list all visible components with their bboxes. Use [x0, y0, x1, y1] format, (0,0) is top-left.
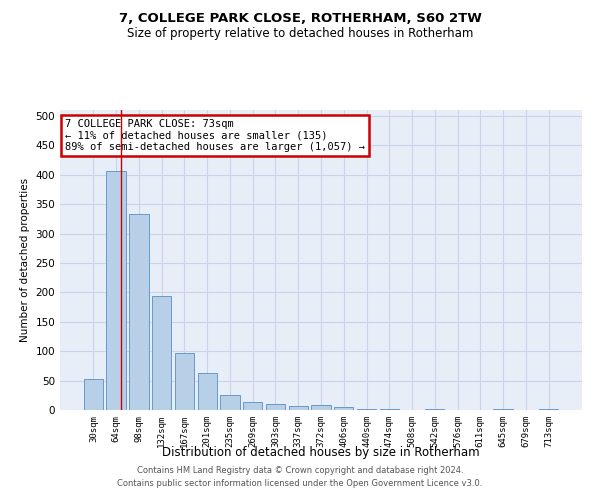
- Bar: [106, 170, 126, 410]
- Bar: [266, 404, 285, 410]
- Bar: [152, 296, 172, 410]
- Bar: [334, 407, 353, 410]
- Bar: [493, 409, 513, 410]
- Y-axis label: Number of detached properties: Number of detached properties: [20, 178, 30, 342]
- Bar: [357, 409, 376, 410]
- Bar: [197, 373, 217, 410]
- Bar: [84, 380, 103, 410]
- Text: 7, COLLEGE PARK CLOSE, ROTHERHAM, S60 2TW: 7, COLLEGE PARK CLOSE, ROTHERHAM, S60 2T…: [119, 12, 481, 26]
- Text: Size of property relative to detached houses in Rotherham: Size of property relative to detached ho…: [127, 28, 473, 40]
- Bar: [175, 353, 194, 410]
- Text: Distribution of detached houses by size in Rotherham: Distribution of detached houses by size …: [162, 446, 480, 459]
- Bar: [129, 214, 149, 410]
- Bar: [311, 406, 331, 410]
- Bar: [243, 402, 262, 410]
- Text: Contains HM Land Registry data © Crown copyright and database right 2024.
Contai: Contains HM Land Registry data © Crown c…: [118, 466, 482, 487]
- Bar: [289, 406, 308, 410]
- Text: 7 COLLEGE PARK CLOSE: 73sqm
← 11% of detached houses are smaller (135)
89% of se: 7 COLLEGE PARK CLOSE: 73sqm ← 11% of det…: [65, 119, 365, 152]
- Bar: [220, 396, 239, 410]
